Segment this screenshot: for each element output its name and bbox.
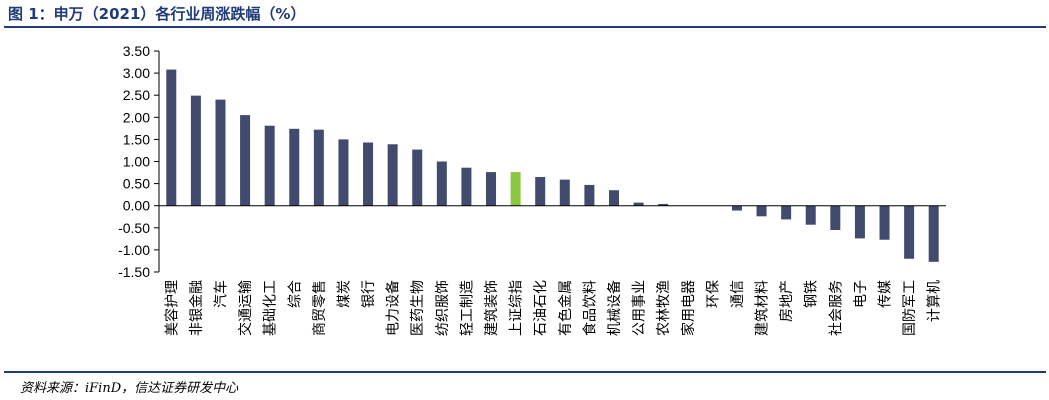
bar-上证综指 [510,172,521,206]
category-label: 上证综指 [509,280,525,336]
category-label: 计算机 [927,280,943,322]
bar-石油石化 [535,176,546,206]
category-labels: 美容护理 非银金融 汽车 交通运输 基础化工 综合 商贸零售 煤炭 银行 电力设备 医药生物 纺织服饰… [163,280,942,336]
category-label: 石油石化 [533,280,549,336]
category-label: 银行 [361,280,377,308]
category-label: 农林牧渔 [656,280,672,336]
y-tick-label: 3.00 [123,65,150,81]
category-label: 传媒 [878,280,894,308]
bar-汽车 [215,99,226,206]
bar-机械设备 [608,190,619,206]
bar-钢铁 [805,205,816,225]
category-label: 房地产 [779,280,795,322]
bar-有色金属 [559,179,570,206]
bar-建筑材料 [756,205,767,217]
bar-农林牧渔 [658,203,669,206]
bars-group [166,69,939,262]
bar-纺织服饰 [436,161,447,206]
y-tick-label: -0.50 [118,220,150,236]
bar-煤炭 [338,139,349,206]
category-label: 食品饮料 [581,280,598,336]
bar-社会服务 [830,205,841,231]
category-label: 国防军工 [902,280,918,336]
category-label: 美容护理 [163,280,180,336]
y-tick-label: -1.50 [118,264,150,280]
bar-商贸零售 [313,129,324,206]
category-label: 钢铁 [804,280,820,308]
bar-交通运输 [240,115,251,206]
y-axis: 3.50 3.00 2.50 2.00 1.50 1.00 0.50 0.00 -0.50 -1.… [118,43,160,280]
category-label: 轻工制造 [459,280,475,336]
chart-title: 图 1：申万（2021）各行业周涨跌幅（%） [8,5,306,23]
y-tick-label: 2.00 [123,109,150,125]
bar-电力设备 [387,144,398,206]
y-tick-label: -1.00 [118,242,150,258]
category-label: 综合 [287,280,303,308]
bar-房地产 [781,205,792,220]
category-label: 交通运输 [237,280,254,336]
bar-建筑装饰 [486,172,497,206]
bar-医药生物 [412,149,423,206]
bar-食品饮料 [584,184,595,206]
category-label: 公用事业 [632,280,648,336]
y-tick-label: 3.50 [123,43,150,59]
category-label: 医药生物 [410,280,426,336]
category-label: 煤炭 [336,280,352,308]
category-label: 纺织服饰 [435,280,451,336]
y-tick-label: 0.00 [123,198,150,214]
category-label: 电子 [853,280,869,308]
category-label: 汽车 [212,280,229,308]
bottom-rule [4,371,1046,373]
bar-电子 [854,205,865,239]
bar-国防军工 [904,205,915,259]
bar-chart: 3.50 3.00 2.50 2.00 1.50 1.00 0.50 0.00 -0.50 -1.… [118,43,946,336]
y-tick-label: 1.50 [123,131,150,147]
y-tick-label: 0.50 [123,176,150,192]
category-label: 建筑材料 [755,280,771,336]
category-label: 基础化工 [262,280,279,336]
bar-银行 [363,142,374,206]
category-label: 机械设备 [606,280,623,336]
category-label: 非银金融 [189,280,205,336]
category-label: 有色金属 [557,280,574,336]
bar-通信 [731,205,742,211]
bar-公用事业 [633,202,644,206]
bar-传媒 [879,205,890,240]
category-label: 建筑装饰 [484,280,500,336]
bar-计算机 [928,205,939,262]
bar-综合 [289,128,300,206]
bar-基础化工 [264,125,275,206]
category-label: 环保 [705,280,721,308]
category-label: 社会服务 [828,280,844,336]
category-label: 商贸零售 [312,280,328,336]
bar-轻工制造 [461,167,472,206]
category-label: 家用电器 [680,280,697,336]
top-rule [4,26,1046,28]
category-label: 通信 [730,280,746,308]
y-tick-label: 2.50 [123,87,150,103]
category-label: 电力设备 [385,280,402,336]
bar-美容护理 [166,69,177,206]
y-tick-label: 1.00 [123,154,150,170]
bar-非银金融 [190,95,201,206]
source-note: 资料来源：iFinD，信达证券研发中心 [20,381,239,396]
